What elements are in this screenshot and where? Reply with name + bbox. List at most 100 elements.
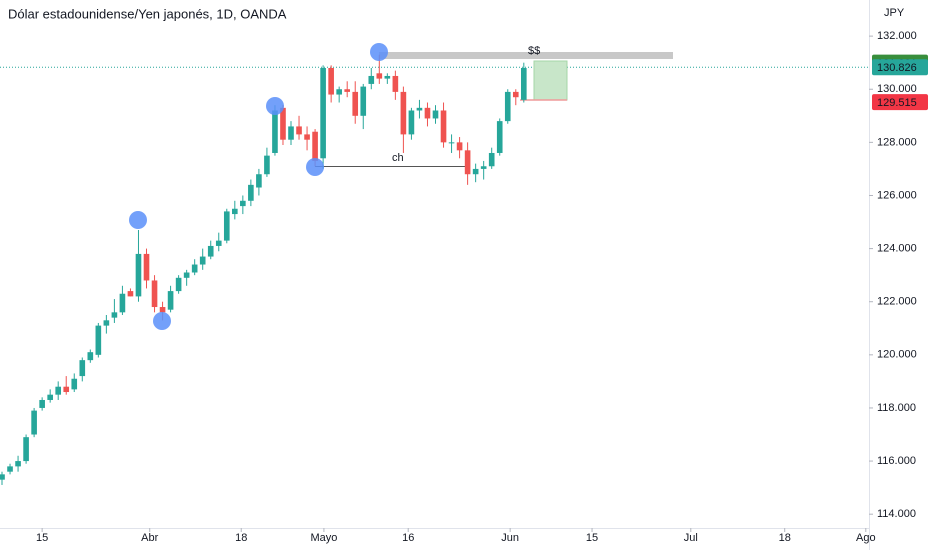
candle-body — [87, 352, 94, 361]
candle-body — [432, 110, 439, 119]
candle-body — [103, 320, 110, 326]
swing-marker — [129, 211, 147, 229]
swing-marker — [306, 158, 324, 176]
candle-body — [23, 437, 29, 462]
candles — [0, 54, 527, 485]
axes: 114.000 116.000 118.000 120.000 122.000 124.0… — [36, 30, 928, 544]
y-tick-label: 114.000 — [877, 508, 916, 520]
y-tick-label: 124.000 — [877, 243, 917, 255]
chart-title: Dólar estadounidense/Yen japonés, 1D, OA… — [8, 6, 287, 21]
candle-body — [0, 474, 5, 480]
annotation: $$ — [528, 45, 540, 57]
y-tick-label: 122.000 — [877, 296, 917, 308]
candle-body — [344, 89, 351, 92]
candle-body — [151, 280, 158, 308]
candle-body — [31, 410, 37, 435]
x-tick-label: Jun — [501, 532, 519, 544]
candle-body — [376, 73, 383, 79]
candle-body — [39, 399, 45, 408]
y-tick-label: 132.000 — [877, 30, 917, 42]
candle-body — [408, 110, 415, 135]
x-tick-label: 15 — [36, 532, 48, 544]
candle-body — [384, 75, 391, 79]
x-tick-label: 16 — [402, 532, 414, 544]
y-axis-label: JPY — [884, 7, 905, 19]
candle-body — [167, 291, 174, 310]
candle-body — [191, 264, 198, 273]
candle-body — [111, 312, 118, 318]
candle-body — [488, 152, 495, 167]
candle-body — [95, 325, 102, 355]
candle-body — [336, 89, 342, 95]
candle-body — [127, 291, 134, 297]
candle-body — [448, 142, 455, 144]
y-tick-label: 128.000 — [877, 136, 917, 148]
candle-body — [143, 253, 150, 281]
candle-body — [464, 150, 471, 175]
x-tick-label: 18 — [779, 532, 791, 544]
swing-marker — [266, 97, 284, 115]
target-zone — [533, 60, 568, 101]
price-tag-label: 129.515 — [877, 97, 917, 109]
candle-body — [199, 256, 206, 265]
x-tick-label: Jul — [684, 532, 698, 544]
candle-body — [232, 208, 238, 215]
candle-body — [392, 75, 399, 92]
candle-body — [159, 307, 166, 313]
candle-body — [15, 461, 21, 467]
candle-body — [424, 107, 431, 119]
y-tick-label: 130.000 — [877, 83, 917, 95]
annotation: ch — [392, 152, 404, 164]
candle-body — [352, 91, 359, 116]
candle-body — [63, 386, 70, 393]
candle-body — [119, 293, 126, 313]
candle-body — [223, 211, 230, 241]
candle-body — [79, 360, 86, 377]
markers: ch $$ — [129, 43, 540, 330]
candle-body — [440, 110, 447, 143]
candle-body — [288, 126, 294, 140]
y-tick-label: 116.000 — [877, 455, 916, 467]
candle-body — [71, 378, 78, 390]
candle-body — [256, 174, 262, 188]
candle-body — [312, 131, 318, 161]
candle-body — [264, 155, 270, 175]
candle-body — [183, 272, 190, 278]
candle-body — [248, 184, 254, 201]
y-tick-label: 118.000 — [877, 402, 916, 414]
candle-body — [215, 240, 222, 246]
x-tick-label: 15 — [586, 532, 598, 544]
candle-body — [7, 466, 13, 472]
price-tag-label: 130.826 — [877, 62, 917, 74]
swing-marker — [370, 43, 388, 61]
candle-body — [280, 107, 286, 140]
swing-marker — [153, 312, 171, 330]
grid — [0, 35, 873, 532]
x-tick-label: Ago — [856, 532, 876, 544]
candle-body — [416, 107, 423, 111]
candle-body — [47, 394, 53, 400]
candle-body — [55, 386, 62, 395]
candle-body — [320, 67, 326, 159]
candle-body — [512, 91, 519, 98]
candle-body — [175, 277, 182, 292]
candle-body — [240, 200, 246, 207]
candle-body — [400, 91, 407, 135]
candle-body — [207, 245, 214, 257]
candle-body — [368, 75, 375, 84]
y-tick-label: 126.000 — [877, 189, 917, 201]
candle-body — [504, 91, 511, 122]
price-tag — [872, 94, 928, 111]
candle-body — [480, 166, 487, 169]
candle-body — [304, 134, 310, 140]
resistance-zone — [379, 52, 673, 59]
candle-body — [496, 121, 503, 153]
candle-body — [360, 86, 367, 116]
candle-body — [272, 110, 278, 153]
y-tick-label: 120.000 — [877, 349, 917, 361]
candle-body — [328, 67, 334, 95]
candle-body — [296, 126, 302, 135]
candle-body — [456, 142, 463, 151]
